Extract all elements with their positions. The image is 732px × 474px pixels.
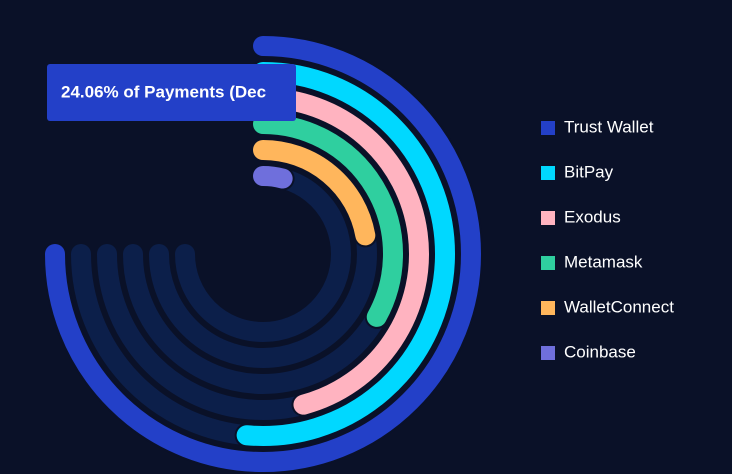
tooltip: 24.06% of Payments (Dec xyxy=(47,64,296,121)
bar xyxy=(253,140,376,246)
bar xyxy=(45,36,481,472)
legend-swatch xyxy=(541,301,555,315)
tooltip-box xyxy=(47,64,296,121)
legend-label: Metamask xyxy=(564,252,643,271)
legend-swatch xyxy=(541,346,555,360)
legend-label: Exodus xyxy=(564,207,621,226)
bar xyxy=(253,166,293,189)
legend-swatch xyxy=(541,121,555,135)
bar xyxy=(253,88,429,415)
track xyxy=(175,166,351,342)
bar xyxy=(236,62,455,446)
legend-swatch xyxy=(541,166,555,180)
legend: Trust Wallet BitPay Exodus Metamask WalletCo… xyxy=(541,117,674,361)
legend-swatch xyxy=(541,211,555,225)
legend-label: BitPay xyxy=(564,162,614,181)
rings xyxy=(43,34,483,474)
legend-swatch xyxy=(541,256,555,270)
legend-label: Coinbase xyxy=(564,342,636,361)
legend-label: WalletConnect xyxy=(564,297,674,316)
tooltip-text: 24.06% of Payments (Dec xyxy=(61,82,266,101)
legend-label: Trust Wallet xyxy=(564,117,654,136)
bar xyxy=(253,114,403,327)
